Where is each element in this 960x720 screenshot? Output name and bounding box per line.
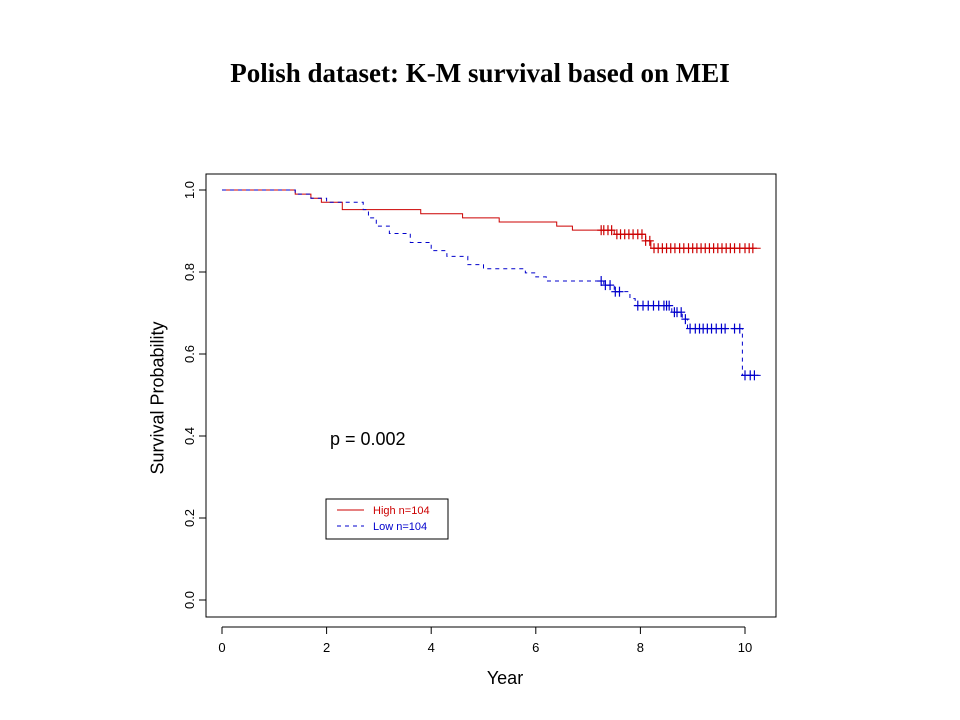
y-tick-label: 0.6: [182, 345, 197, 363]
x-tick-label: 2: [323, 640, 330, 655]
plot-frame: [205, 173, 777, 618]
legend-label-low: Low n=104: [373, 521, 427, 533]
legend-label-high: High n=104: [373, 505, 430, 517]
legend-box: [325, 498, 449, 540]
x-tick-label: 6: [532, 640, 539, 655]
series-layer: [222, 189, 761, 381]
y-axis: 0.0 0.2 0.4 0.6 0.8 1.0: [182, 181, 207, 609]
x-axis-label: Year: [486, 668, 524, 688]
series-low: [222, 189, 761, 381]
x-tick-label: 0: [218, 640, 225, 655]
y-tick-label: 0.8: [182, 263, 197, 281]
x-tick-label: 4: [428, 640, 435, 655]
y-tick-label: 0.4: [182, 427, 197, 445]
y-tick-label: 0.2: [182, 509, 197, 527]
x-tick-label: 10: [738, 640, 752, 655]
survival-curve-high: [222, 189, 761, 249]
legend: High n=104 Low n=104: [325, 498, 449, 540]
series-high: [222, 189, 761, 254]
p-value-annotation: p = 0.002: [330, 429, 406, 449]
y-tick-label: 0.0: [182, 591, 197, 609]
chart-title: Polish dataset: K-M survival based on ME…: [230, 58, 730, 88]
y-tick-label: 1.0: [182, 181, 197, 199]
x-tick-label: 8: [637, 640, 644, 655]
x-axis: 0 2 4 6 8 10: [218, 626, 752, 655]
survival-curve-low: [222, 189, 761, 376]
